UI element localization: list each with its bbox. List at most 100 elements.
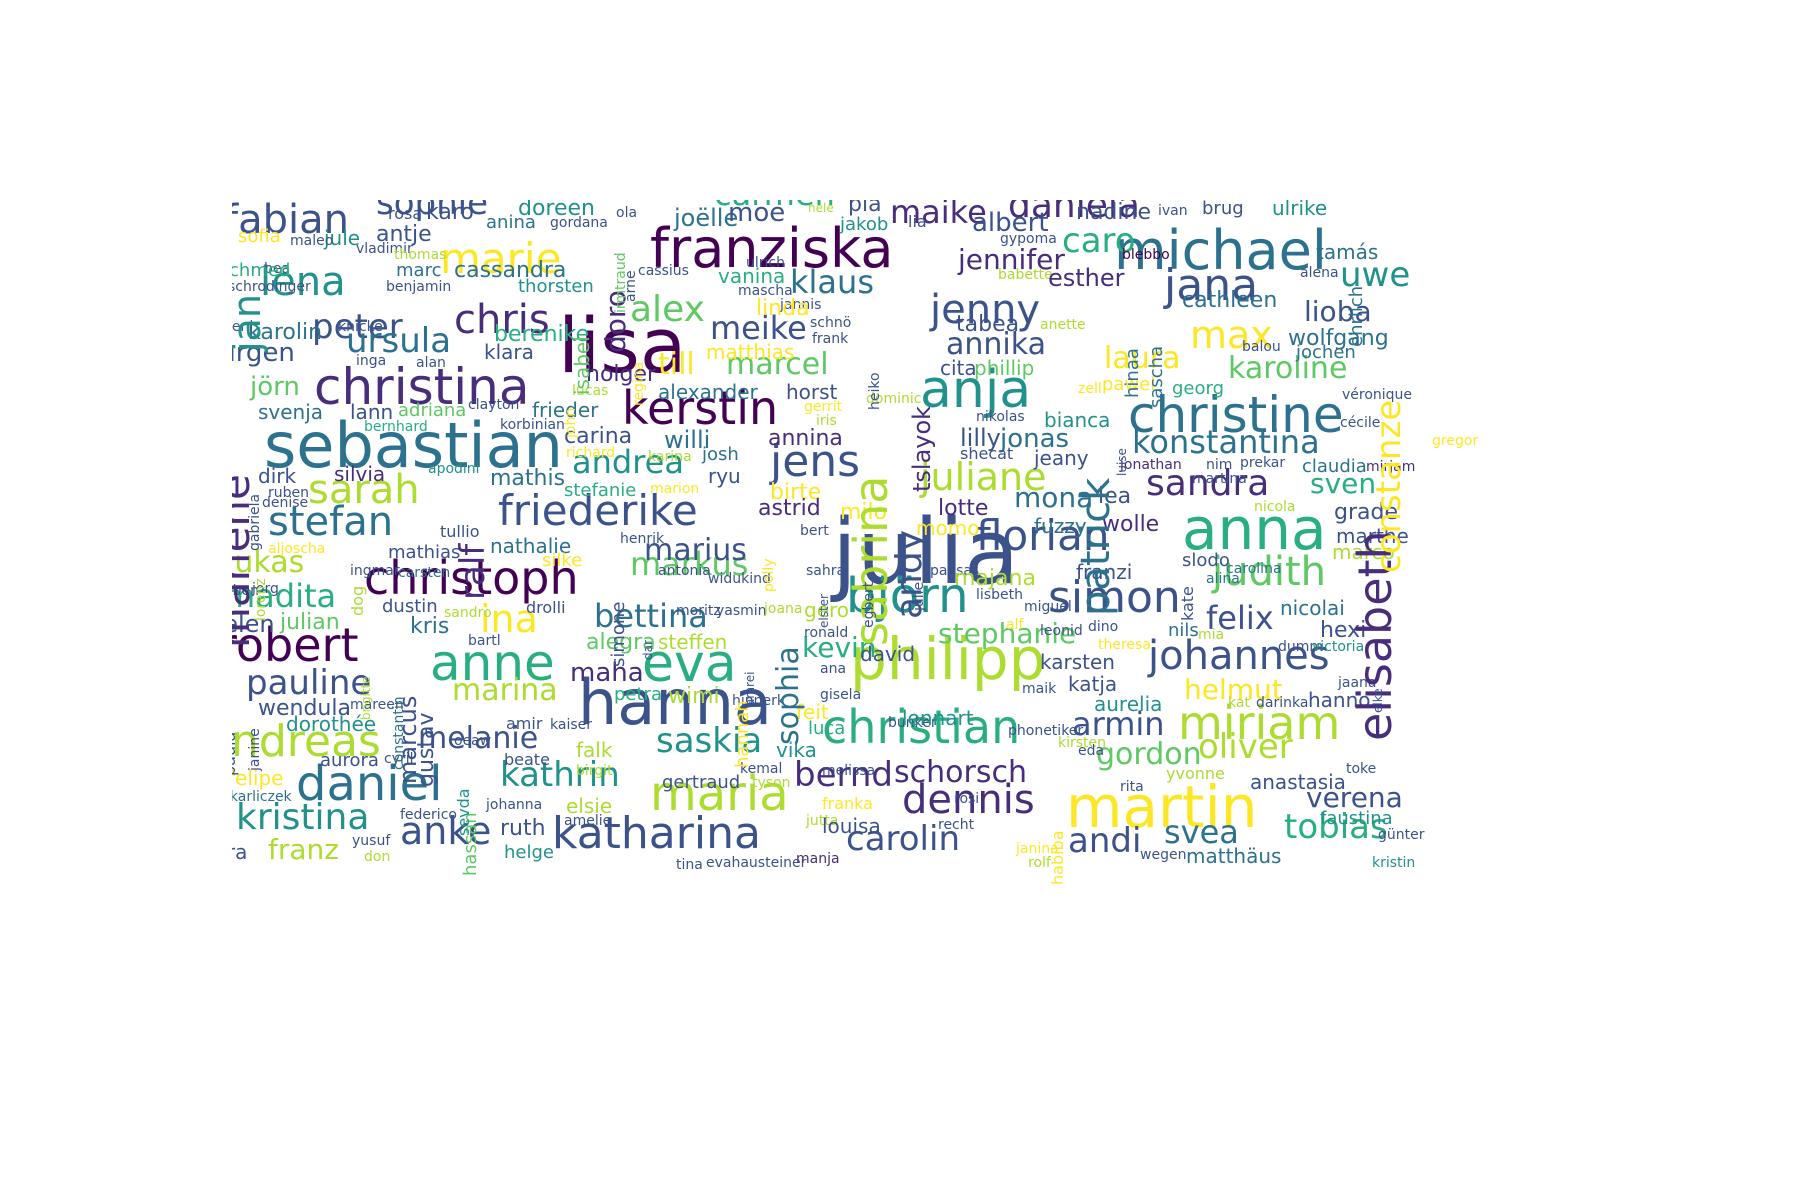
cloud-word: helmut	[1184, 673, 1283, 706]
cloud-word: wendula	[258, 696, 351, 721]
cloud-word: jonas	[1000, 424, 1070, 454]
cloud-word: nora	[232, 840, 248, 864]
cloud-word: gertraud	[662, 772, 741, 793]
cloud-word: stefan	[268, 499, 394, 545]
cloud-word: juliane	[920, 455, 1047, 499]
cloud-word: konstantina	[1132, 423, 1320, 461]
cloud-word: hanna	[578, 666, 772, 739]
cloud-word: momo	[916, 516, 980, 540]
cloud-word: franka	[822, 794, 873, 813]
cloud-word: meike	[710, 309, 807, 347]
cloud-word: ehrlich	[1346, 285, 1367, 347]
cloud-word: pia	[848, 200, 882, 217]
cloud-word: miriam	[1178, 696, 1341, 750]
cloud-word: nikolas	[976, 409, 1025, 425]
cloud-word: horst	[786, 380, 838, 404]
cloud-word: federico	[400, 807, 457, 823]
cloud-word: cassandra	[454, 258, 567, 283]
cloud-word: matthäus	[1186, 844, 1282, 868]
cloud-word: dog	[348, 585, 367, 616]
cloud-word: claudia	[1302, 456, 1367, 477]
cloud-word: eben	[232, 583, 259, 599]
cloud-word: lioba	[1304, 295, 1372, 328]
cloud-word: jorg	[252, 581, 279, 597]
cloud-word: dumm	[1278, 639, 1324, 655]
cloud-word: dirk	[258, 464, 297, 488]
cloud-word: aurelia	[1094, 692, 1163, 716]
cloud-word: petra	[614, 684, 662, 705]
cloud-word: brigitte	[359, 676, 373, 720]
cloud-word: apodini	[428, 461, 480, 477]
cloud-word: ronald	[804, 625, 849, 641]
cloud-word: felipe	[232, 766, 284, 790]
cloud-word: blebbo	[1122, 247, 1170, 263]
cloud-word: astrid	[758, 496, 821, 521]
cloud-word: chris	[454, 297, 550, 343]
cloud-word: bunker	[888, 715, 937, 731]
cloud-word: svea	[1164, 813, 1239, 851]
cloud-word: carolin	[846, 819, 961, 859]
cloud-word: tullio	[440, 522, 480, 541]
cloud-word: carmen	[714, 200, 835, 210]
cloud-word: willi	[664, 426, 711, 454]
cloud-word: patrick	[1073, 477, 1119, 616]
cloud-word: schorsch	[894, 755, 1027, 790]
cloud-word: sandra	[1146, 463, 1270, 504]
cloud-word: gero	[804, 598, 850, 622]
cloud-word: georg	[1172, 378, 1225, 399]
cloud-word: rita	[1120, 779, 1144, 795]
cloud-word: maria	[650, 766, 789, 822]
cloud-word: jaana	[1338, 675, 1377, 691]
cloud-word: brug	[1202, 200, 1244, 219]
cloud-word: polly	[761, 558, 777, 592]
cloud-word: johanna	[486, 797, 543, 813]
cloud-word: wolle	[1102, 512, 1160, 537]
cloud-word: grade	[1334, 500, 1398, 525]
cloud-word: laura	[1104, 341, 1181, 376]
cloud-word: hinnerk	[732, 693, 785, 709]
cloud-word: ina	[480, 597, 538, 641]
cloud-word: kate	[1178, 586, 1197, 621]
cloud-word: anina	[486, 212, 536, 233]
cloud-word: tabea	[956, 312, 1020, 337]
cloud-word: moe	[728, 200, 786, 228]
cloud-word: jule	[324, 226, 361, 250]
cloud-word: carolina	[1226, 561, 1282, 577]
cloud-word: manja	[796, 851, 840, 867]
cloud-word: sophia	[771, 646, 806, 745]
cloud-word: gregor	[1432, 433, 1479, 449]
cloud-word: sevda	[454, 788, 473, 836]
cloud-word: amir	[506, 714, 543, 733]
cloud-word: ana	[820, 661, 847, 677]
cloud-word: amelie	[564, 813, 612, 829]
cloud-word: annika	[946, 327, 1046, 362]
cloud-word: josh	[702, 444, 739, 465]
cloud-word: aljoscha	[268, 541, 326, 557]
cloud-word: dino	[1088, 619, 1119, 635]
cloud-word: babette	[998, 267, 1053, 283]
cloud-word: ulrike	[1272, 200, 1328, 220]
cloud-word: david	[860, 642, 916, 666]
cloud-word: kerstin	[622, 381, 779, 435]
cloud-word: elsie	[566, 794, 613, 818]
cloud-word: rosa	[388, 204, 423, 223]
cloud-word: melissa	[822, 763, 876, 779]
cloud-word: franziska	[650, 217, 894, 280]
cloud-word: iris	[816, 413, 837, 429]
cloud-word: ursula	[346, 321, 452, 361]
cloud-word: jürgen	[232, 338, 295, 368]
cloud-word: jeany	[1034, 446, 1089, 470]
cloud-word: stefanie	[564, 480, 637, 501]
cloud-word: mirjam	[1366, 459, 1416, 475]
cloud-word: nathalie	[490, 534, 572, 558]
cloud-word: daniel	[296, 756, 443, 812]
cloud-word: habiba	[1048, 830, 1067, 885]
cloud-word: zell	[1078, 381, 1102, 397]
cloud-word: sahra	[806, 563, 846, 579]
cloud-word: christoph	[364, 551, 579, 605]
cloud-word: cassius	[638, 263, 689, 279]
cloud-word: jonathan	[1120, 457, 1182, 473]
cloud-word: saskia	[656, 721, 763, 761]
cloud-word: mona	[1014, 481, 1094, 514]
cloud-word: marius	[644, 533, 747, 568]
